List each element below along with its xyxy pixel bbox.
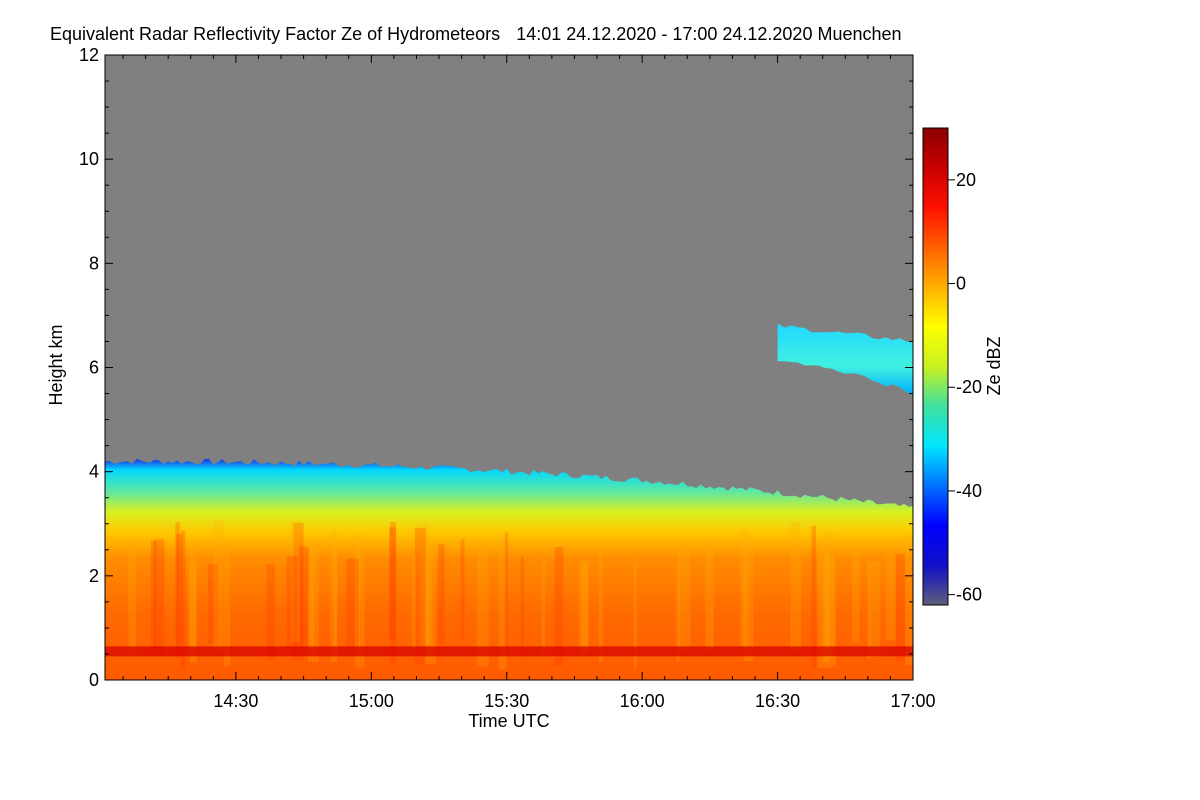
echo-streak xyxy=(150,540,157,655)
echo-streak xyxy=(911,554,913,669)
echo-streak xyxy=(223,550,231,667)
x-tick-label: 16:00 xyxy=(620,691,665,711)
colorbar-tick-label: -20 xyxy=(956,377,982,397)
y-tick-label: 10 xyxy=(79,149,99,169)
plot-layers xyxy=(105,323,913,680)
y-tick-label: 0 xyxy=(89,670,99,690)
echo-streak xyxy=(598,543,603,662)
echo-streak xyxy=(175,522,180,658)
echo-streak xyxy=(424,549,436,665)
upper-cloud-echo xyxy=(777,323,913,395)
x-tick-label: 17:00 xyxy=(890,691,935,711)
echo-streak xyxy=(176,533,183,657)
echo-streak xyxy=(790,522,801,652)
colorbar xyxy=(922,127,949,606)
echo-streak xyxy=(266,564,275,660)
echo-streak xyxy=(298,546,310,650)
echo-streak xyxy=(822,553,830,662)
echo-streak xyxy=(852,544,860,643)
y-axis-label: Height km xyxy=(46,324,66,405)
x-tick-label: 16:30 xyxy=(755,691,800,711)
echo-streak xyxy=(213,520,224,652)
echo-streak xyxy=(389,522,397,665)
x-axis: 14:30 15:00 15:30 16:00 16:30 17:00 xyxy=(122,55,936,711)
echo-streak xyxy=(676,559,680,662)
precipitation-echo xyxy=(105,458,913,680)
chart-title: Equivalent Radar Reflectivity Factor Ze … xyxy=(50,24,902,44)
echo-streak xyxy=(290,520,301,642)
echo-streak xyxy=(869,561,881,657)
echo-streak xyxy=(581,561,589,650)
echo-streak xyxy=(498,536,507,670)
echo-streak xyxy=(189,547,197,663)
echo-streak xyxy=(460,539,465,640)
echo-streak xyxy=(153,539,165,656)
colorbar-tick-label: -40 xyxy=(956,481,982,501)
x-tick-label: 14:30 xyxy=(213,691,258,711)
echo-streak xyxy=(578,561,589,655)
echo-streak xyxy=(905,533,913,665)
echo-streak xyxy=(308,536,319,662)
echo-streak xyxy=(677,549,691,651)
echo-streak xyxy=(421,541,432,646)
echo-streak xyxy=(330,531,337,663)
echo-streak xyxy=(705,536,714,654)
echo-streak xyxy=(438,543,445,645)
echo-streak xyxy=(824,530,835,659)
echo-streak xyxy=(334,531,338,656)
echo-streak xyxy=(293,522,304,661)
colorbar-tick-label: 0 xyxy=(956,274,966,294)
echo-streak xyxy=(818,548,829,668)
x-tick-label: 15:30 xyxy=(484,691,529,711)
echo-streak xyxy=(389,527,396,640)
echo-streak xyxy=(520,556,525,658)
echo-streak xyxy=(541,558,546,656)
x-tick-label: 15:00 xyxy=(349,691,394,711)
echo-streak xyxy=(180,530,186,670)
colorbar-tick-label: -60 xyxy=(956,585,982,605)
y-axis: 0 2 4 6 8 10 12 xyxy=(79,45,913,690)
echo-streak xyxy=(346,558,359,651)
echo-streak xyxy=(740,529,748,648)
echo-streak xyxy=(633,556,637,670)
echo-streak xyxy=(554,547,564,666)
bright-band xyxy=(105,646,913,657)
y-tick-label: 8 xyxy=(89,253,99,273)
echo-streak xyxy=(355,535,365,668)
echo-streak xyxy=(307,549,315,654)
echo-streak xyxy=(286,555,298,648)
colorbar-label: Ze dBZ xyxy=(984,336,1004,395)
colorbar-ticks: -60 -40 -20 0 20 xyxy=(948,170,982,605)
echo-streak xyxy=(412,554,417,654)
echo-streak xyxy=(811,525,817,670)
echo-streak xyxy=(477,542,489,667)
echo-streak xyxy=(504,532,509,652)
echo-streak xyxy=(417,524,430,648)
x-axis-label: Time UTC xyxy=(468,711,549,731)
y-tick-label: 6 xyxy=(89,358,99,378)
echo-streak xyxy=(885,554,897,641)
echo-streak xyxy=(867,561,871,659)
echo-streak xyxy=(354,538,361,654)
echo-streak xyxy=(128,539,137,656)
y-tick-label: 2 xyxy=(89,566,99,586)
y-tick-label: 4 xyxy=(89,462,99,482)
echo-streak xyxy=(207,564,219,643)
y-tick-label: 12 xyxy=(79,45,99,65)
echo-streak xyxy=(743,537,754,661)
echo-streak xyxy=(827,557,837,667)
echo-streak xyxy=(188,562,196,646)
colorbar-tick-label: 20 xyxy=(956,170,976,190)
echo-streak xyxy=(895,554,905,662)
echo-streak xyxy=(414,528,426,665)
